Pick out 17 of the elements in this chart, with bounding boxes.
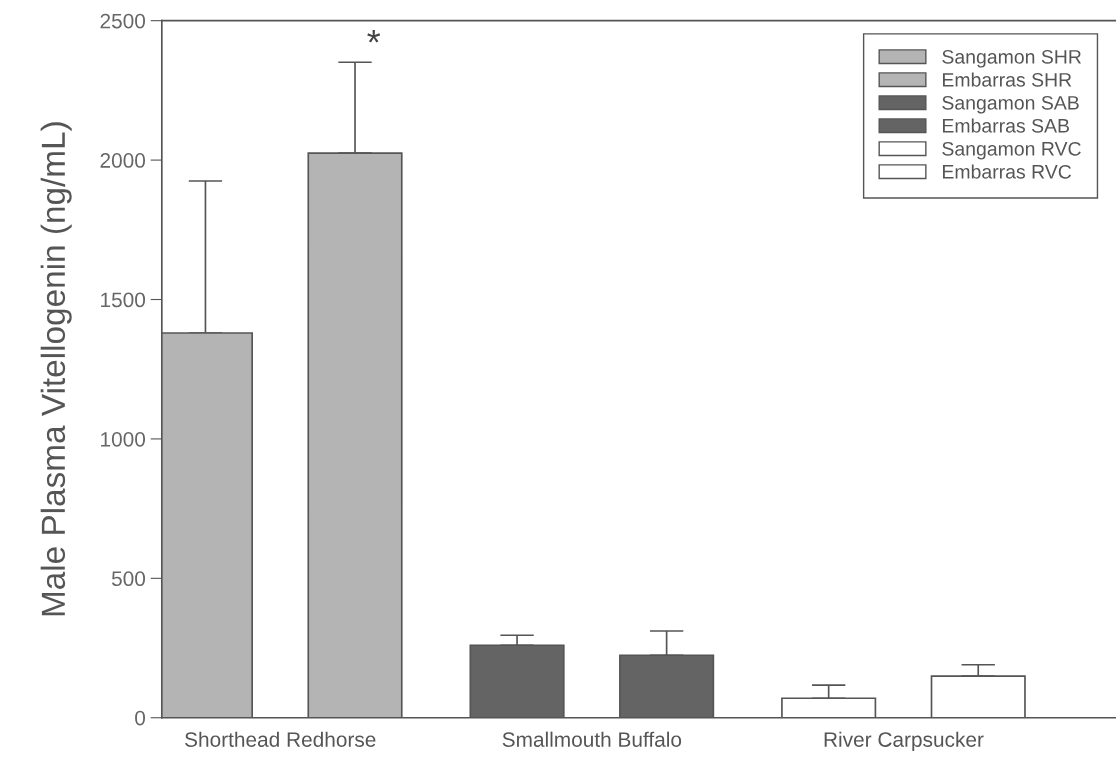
y-tick-label: 1500 xyxy=(101,292,146,308)
legend-label: Sangamon SAB xyxy=(942,95,1079,114)
y-tick-label: 0 xyxy=(135,710,146,726)
legend-label: Sangamon SHR xyxy=(942,49,1082,68)
x-tick-label: River Carpsucker xyxy=(824,731,984,752)
y-tick-label: 500 xyxy=(111,571,146,587)
legend-label: Sangamon RVC xyxy=(942,141,1081,160)
y-tick-label: 2000 xyxy=(100,153,146,168)
y-tick-label: 1000 xyxy=(101,431,146,447)
legend-label: Embarras RVC xyxy=(943,164,1072,179)
legend-label: Embarras SAB xyxy=(943,118,1069,133)
legend-label: Embarras SHR xyxy=(943,72,1072,87)
annotation: * xyxy=(367,29,381,43)
x-tick-label: Smallmouth Buffalo xyxy=(502,731,682,747)
y-tick-label: 2500 xyxy=(100,13,146,29)
x-tick-label: Shorthead Redhorse xyxy=(185,731,376,747)
y-axis-title: Male Plasma Vitellogenin (ng/mL) xyxy=(40,122,72,616)
